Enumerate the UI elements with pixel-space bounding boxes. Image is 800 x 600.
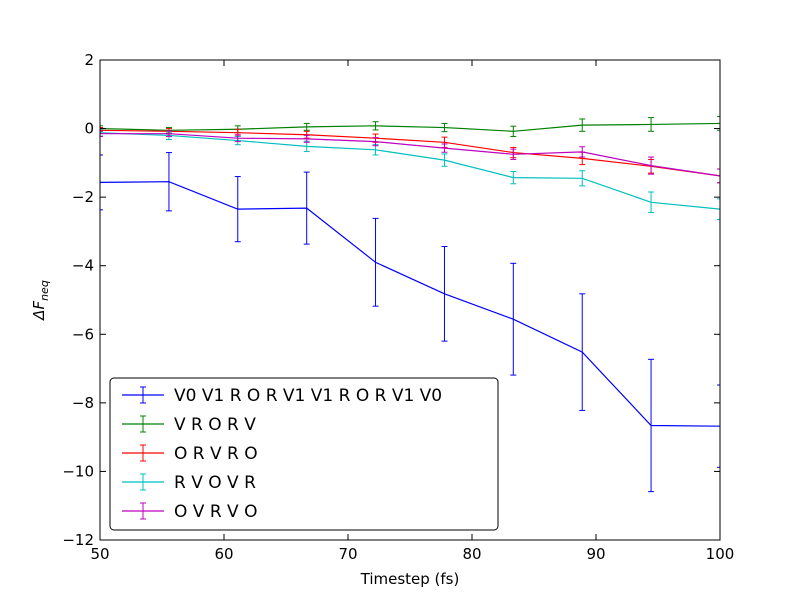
y-tick-label: −4 <box>72 257 94 275</box>
x-tick-label: 100 <box>706 545 735 563</box>
legend-item: R V O V R <box>122 473 256 493</box>
y-axis-label: ΔFneq <box>30 280 51 321</box>
error-bar <box>441 246 448 342</box>
error-bar <box>303 134 310 143</box>
legend-label: V0 V1 R O R V1 V1 R O R V1 V0 <box>174 386 442 406</box>
legend-item: V R O R V <box>122 415 256 435</box>
error-bar <box>372 121 379 131</box>
error-bar <box>441 143 448 153</box>
error-bar <box>717 168 720 184</box>
x-tick-label: 50 <box>90 545 109 563</box>
error-bar <box>234 134 241 143</box>
error-bar <box>648 358 655 493</box>
y-tick-label: −2 <box>72 188 94 206</box>
series-line <box>100 122 720 132</box>
series-line <box>100 132 720 210</box>
error-bar <box>441 153 448 167</box>
y-tick-label: −8 <box>72 394 94 412</box>
error-bar <box>441 122 448 133</box>
error-bar <box>165 152 172 212</box>
error-bar <box>234 176 241 243</box>
legend-label: O R V R O <box>174 444 258 464</box>
error-bar <box>648 117 655 132</box>
series-line <box>100 133 720 177</box>
legend-item: O V R V O <box>122 502 257 522</box>
legend-label: V R O R V <box>174 415 256 435</box>
error-bar <box>372 136 379 147</box>
series-layer <box>100 116 720 493</box>
series-line <box>100 181 720 427</box>
legend-box <box>109 377 499 531</box>
error-bar <box>717 116 720 131</box>
error-bar <box>372 217 379 307</box>
error-bar <box>579 170 586 187</box>
error-bar <box>165 130 172 137</box>
legend-label: R V O V R <box>174 473 256 493</box>
ticks-layer: 50 60 70 80 90 100 −12 −10 −8 −6 −4 −2 0 2 <box>62 51 734 563</box>
error-bar <box>303 171 310 245</box>
series-4 <box>100 128 720 220</box>
error-bar <box>510 262 517 376</box>
series-1 <box>100 152 720 493</box>
error-bar <box>648 156 655 175</box>
legend-item: O R V R O <box>122 444 258 464</box>
axes-frame <box>99 59 721 541</box>
y-axis-label-main: ΔF <box>30 301 48 321</box>
legend-item: V0 V1 R O R V1 V1 R O R V1 V0 <box>122 386 442 406</box>
y-tick-label: 0 <box>84 120 94 138</box>
error-bar <box>717 384 720 468</box>
error-bar <box>579 293 586 411</box>
error-bar <box>648 191 655 214</box>
legend: V0 V1 R O R V1 V1 R O R V1 V0 V R O R V O … <box>109 377 499 531</box>
error-bar <box>100 154 103 211</box>
error-bar <box>510 125 517 137</box>
x-tick-label: 60 <box>214 545 233 563</box>
y-tick-label: −12 <box>62 531 94 549</box>
x-tick-label: 70 <box>338 545 357 563</box>
error-bar <box>100 130 103 137</box>
series-5 <box>100 130 720 184</box>
error-bar <box>579 146 586 158</box>
error-bar <box>510 170 517 185</box>
x-axis-label: Timestep (fs) <box>360 570 460 588</box>
series-line <box>100 129 720 177</box>
error-bar <box>579 118 586 132</box>
x-tick-label: 80 <box>462 545 481 563</box>
legend-label: O V R V O <box>174 502 257 522</box>
y-tick-label: −6 <box>72 325 94 343</box>
y-tick-label: 2 <box>84 51 94 69</box>
error-bar <box>510 148 517 160</box>
x-tick-label: 90 <box>586 545 605 563</box>
y-axis-label-sub: neq <box>38 280 51 301</box>
error-bar <box>717 198 720 220</box>
y-tick-label: −10 <box>62 462 94 480</box>
error-bar <box>303 122 310 131</box>
